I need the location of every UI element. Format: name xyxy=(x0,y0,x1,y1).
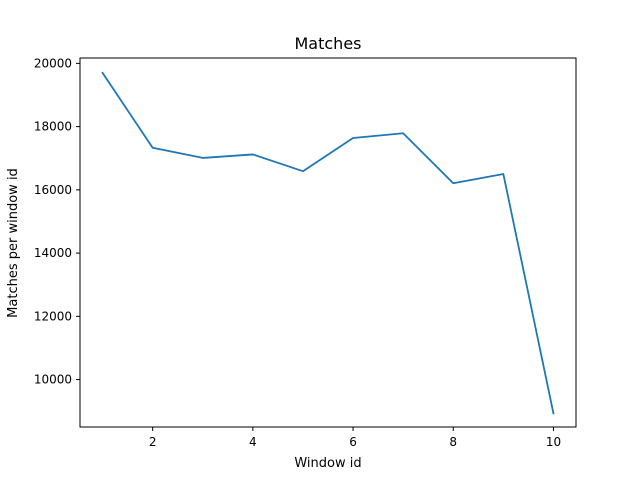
y-axis-label: Matches per window id xyxy=(6,168,21,318)
chart-title: Matches xyxy=(295,34,362,53)
y-tick-label: 14000 xyxy=(34,246,72,260)
x-tick-label: 6 xyxy=(349,435,357,449)
y-tick-label: 12000 xyxy=(34,309,72,323)
y-tick-label: 16000 xyxy=(34,183,72,197)
axes-frame xyxy=(79,57,577,428)
y-tick-label: 20000 xyxy=(34,56,72,70)
x-axis-ticks: 2 4 6 8 10 xyxy=(149,427,561,449)
x-tick-label: 4 xyxy=(249,435,257,449)
x-axis-label: Window id xyxy=(294,456,361,471)
y-tick-label: 18000 xyxy=(34,120,72,134)
y-tick-label: 10000 xyxy=(34,373,72,387)
plot-area xyxy=(79,57,577,428)
x-tick-label: 10 xyxy=(546,435,561,449)
series-line-1 xyxy=(101,71,555,415)
x-tick-label: 8 xyxy=(449,435,457,449)
y-axis-ticks: 10000 12000 14000 16000 18000 20000 xyxy=(34,56,80,387)
x-tick-label: 2 xyxy=(149,435,157,449)
